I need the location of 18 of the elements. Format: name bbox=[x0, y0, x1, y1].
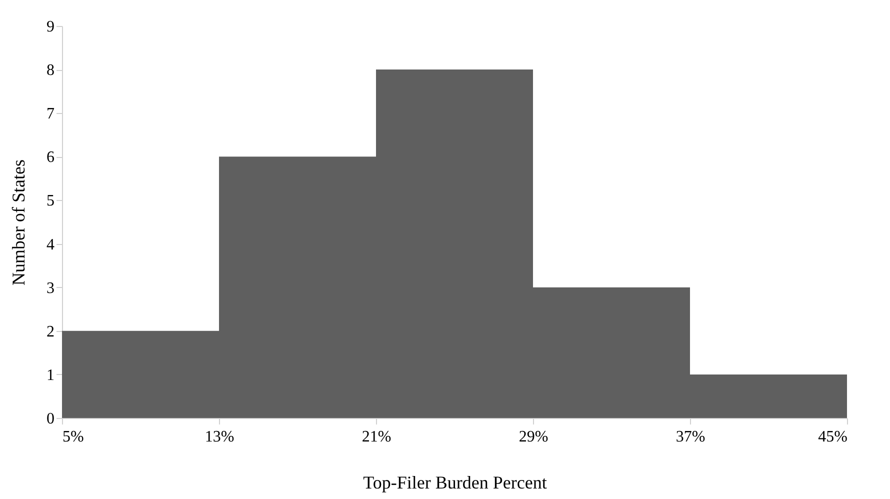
x-tick-label: 13% bbox=[204, 428, 234, 446]
y-tick-label: 3 bbox=[46, 280, 54, 297]
y-tick-label: 9 bbox=[46, 18, 54, 36]
y-tick-label: 0 bbox=[46, 410, 54, 428]
y-tick-label: 6 bbox=[46, 149, 54, 166]
y-axis-title: Number of States bbox=[8, 160, 28, 286]
x-tick-label: 21% bbox=[362, 428, 392, 446]
y-tick-label: 1 bbox=[46, 366, 54, 384]
y-tick-label: 4 bbox=[46, 236, 54, 254]
x-axis-title: Top-Filer Burden Percent bbox=[363, 472, 547, 492]
x-tick-label: 45% bbox=[818, 428, 848, 446]
x-tick-label: 5% bbox=[62, 428, 84, 446]
y-tick-label: 8 bbox=[46, 62, 54, 80]
y-tick-label: 7 bbox=[46, 106, 54, 123]
y-tick-label: 2 bbox=[46, 323, 54, 340]
y-tick-label: 5 bbox=[46, 192, 54, 210]
x-tick-label: 37% bbox=[676, 428, 706, 446]
x-tick-label: 29% bbox=[518, 428, 548, 446]
